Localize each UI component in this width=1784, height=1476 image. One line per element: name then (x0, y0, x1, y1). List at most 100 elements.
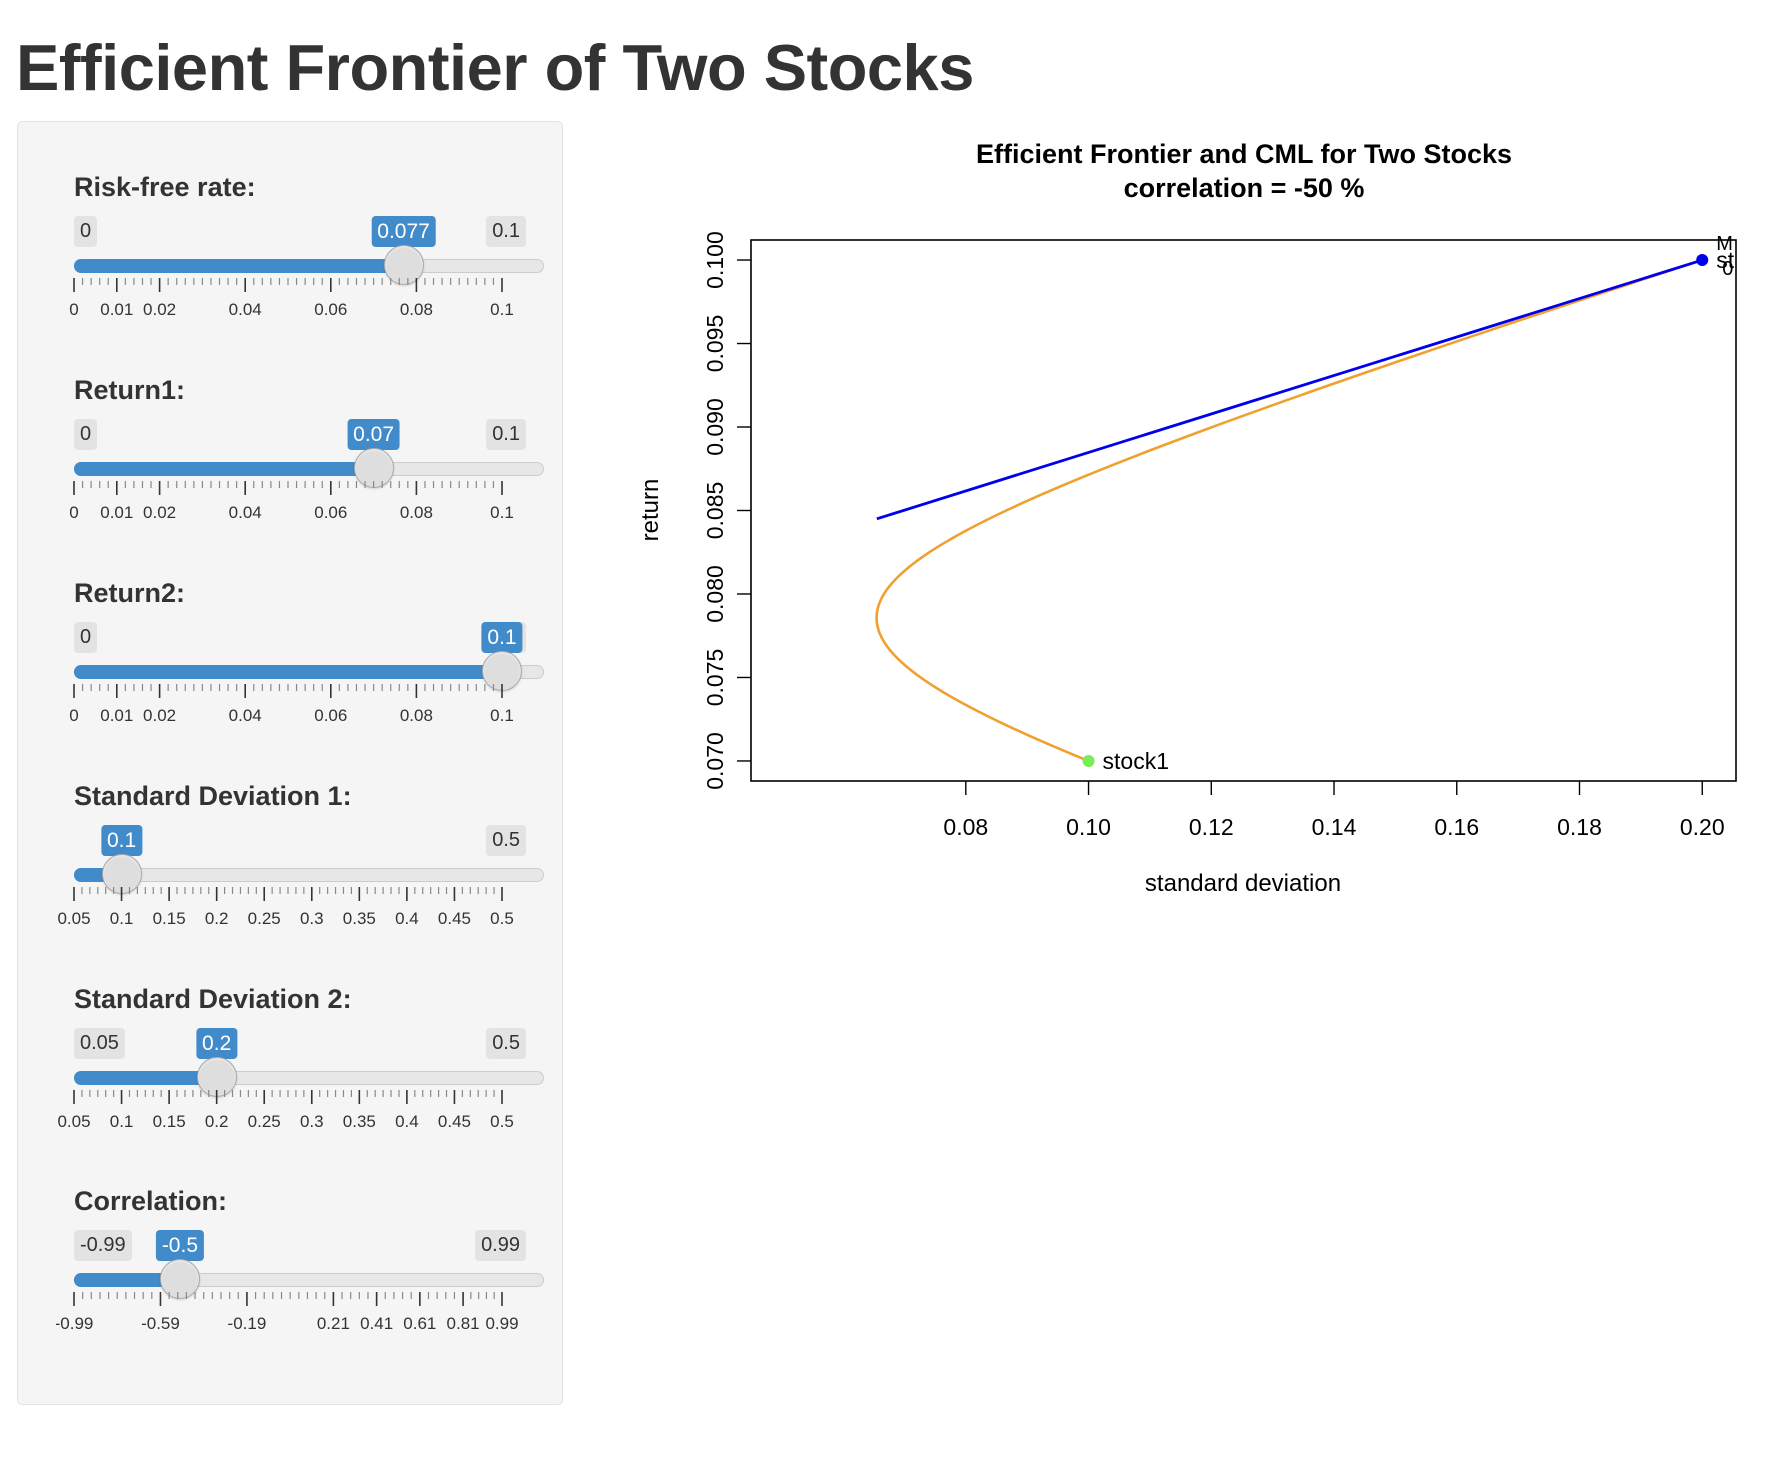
slider-tick-label: 0.02 (143, 503, 176, 522)
slider-tick-label: 0.05 (57, 909, 90, 928)
slider-value-badge: -0.5 (155, 1230, 204, 1261)
slider-min-label: 0 (74, 419, 98, 450)
slider-tick-label: 0.01 (100, 503, 133, 522)
y-tick-label: 0.095 (702, 315, 728, 373)
slider-tick-label: 0.2 (205, 909, 229, 928)
slider-tick-label: 0.1 (490, 300, 514, 319)
stock1-label: stock1 (1103, 748, 1169, 774)
slider-tick-label: 0.15 (153, 909, 186, 928)
clipped-label-m: M (1716, 233, 1733, 255)
y-tick-label: 0.085 (702, 482, 728, 540)
slider-tick-label: 0.08 (400, 706, 433, 725)
slider-tick-label: 0.02 (143, 706, 176, 725)
slider-grid: 0 0.01 0.02 0.04 0.06 0.08 0.1 (69, 684, 514, 725)
slider-tick-label: 0.25 (248, 909, 281, 928)
stock2-point (1696, 254, 1709, 267)
y-tick-label: 0.070 (702, 732, 728, 790)
slider-standard-deviation-1: Standard Deviation 1: 0.5 0.1 0.05 0.1 0.1… (56, 741, 544, 931)
slider-handle[interactable] (159, 1259, 200, 1299)
slider-tick-label: 0.04 (229, 706, 262, 725)
slider-fill (74, 1071, 217, 1085)
slider-label: Standard Deviation 2: (74, 984, 352, 1014)
slider-tick-label: 0.01 (100, 706, 133, 725)
y-tick-label: 0.090 (702, 398, 728, 456)
slider-return1: Return1: 0 0.1 0.07 0 0.01 0.02 0.04 0.06 0.0… (56, 335, 544, 525)
slider-tick-label: 0.15 (153, 1112, 186, 1131)
slider-standard-deviation-2: Standard Deviation 2: 0.05 0.5 0.2 0.05 0… (56, 944, 544, 1134)
slider-min-label: 0 (74, 216, 98, 247)
sidebar-panel: Risk-free rate: 0 0.1 0.077 0 0.01 0.02 0.0… (17, 121, 563, 1405)
slider-grid: -0.99 -0.59 -0.19 0.21 0.41 0.61 0.81 0.99 (56, 1292, 519, 1333)
slider-tick-label: 0.04 (229, 300, 262, 319)
slider-tick-label: 0.21 (317, 1314, 350, 1333)
slider-tick-label: 0.99 (485, 1314, 518, 1333)
slider-label: Correlation: (74, 1186, 228, 1216)
page-title: Efficient Frontier of Two Stocks (16, 31, 974, 104)
slider-tick-label: 0.2 (205, 1112, 229, 1131)
slider-fill (74, 665, 502, 679)
chart-title: Efficient Frontier and CML for Two Stock… (976, 139, 1512, 169)
slider-tick-label: 0.35 (343, 909, 376, 928)
slider-grid: 0.05 0.1 0.15 0.2 0.25 0.3 0.35 0.4 0.45 0.5 (57, 1090, 514, 1131)
slider-fill (74, 462, 374, 476)
series-layer (875, 258, 1703, 763)
slider-value-badge: 0.077 (371, 216, 436, 247)
slider-tick-label: 0 (69, 706, 78, 725)
x-tick-label: 0.08 (943, 814, 988, 840)
slider-max-label: 0.1 (486, 419, 526, 450)
y-axis: 0.070 0.075 0.080 0.085 0.090 0.095 0.100 (702, 231, 751, 790)
x-axis-label: standard deviation (1145, 870, 1341, 897)
slider-tick-label: 0.1 (490, 706, 514, 725)
slider-grid: 0.05 0.1 0.15 0.2 0.25 0.3 0.35 0.4 0.45 0.5 (57, 887, 514, 928)
slider-max-label: 0.5 (486, 825, 526, 856)
chart-subtitle: correlation = -50 % (1124, 173, 1365, 203)
slider-tick-label: 0.4 (395, 1112, 419, 1131)
frontier-line (875, 258, 1703, 763)
slider-tick-label: 0.4 (395, 909, 419, 928)
slider-handle[interactable] (482, 651, 522, 691)
slider-tick-label: 0.3 (300, 909, 324, 928)
slider-value-badge: 0.2 (196, 1028, 238, 1059)
stock1-point (1082, 754, 1095, 767)
slider-tick-label: 0.45 (438, 909, 471, 928)
slider-tick-label: 0.25 (248, 1112, 281, 1131)
cml-line (876, 258, 1703, 521)
slider-label: Return2: (74, 578, 186, 608)
slider-tick-label: 0 (69, 503, 78, 522)
slider-min-label: 0 (74, 622, 98, 653)
slider-grid: 0 0.01 0.02 0.04 0.06 0.08 0.1 (69, 278, 514, 319)
y-tick-label: 0.100 (702, 231, 728, 289)
frontier-chart: Efficient Frontier and CML for Two Stock… (637, 139, 1737, 897)
x-tick-label: 0.12 (1189, 814, 1234, 840)
slider-tick-label: 0.08 (400, 300, 433, 319)
y-axis-label: return (637, 479, 664, 542)
slider-tick-label: 0.06 (314, 300, 347, 319)
slider-tick-label: 0.61 (403, 1314, 436, 1333)
slider-tick-label: 0.04 (229, 503, 262, 522)
y-tick-label: 0.080 (702, 565, 728, 623)
slider-value-badge: 0.1 (481, 622, 523, 653)
slider-tick-label: -0.59 (141, 1314, 180, 1333)
slider-return2: Return2: 0 0.1 0.1 0 0.01 0.02 0.04 0.06 0.08… (56, 538, 544, 728)
x-tick-label: 0.20 (1680, 814, 1725, 840)
x-tick-label: 0.16 (1434, 814, 1479, 840)
slider-label: Return1: (74, 375, 186, 405)
slider-label: Standard Deviation 1: (74, 781, 352, 811)
slider-grid: 0 0.01 0.02 0.04 0.06 0.08 0.1 (69, 481, 514, 522)
slider-min-label: 0.05 (74, 1028, 125, 1059)
x-tick-label: 0.14 (1312, 814, 1357, 840)
slider-max-label: 0.5 (486, 1028, 526, 1059)
slider-tick-label: 0.5 (490, 909, 514, 928)
slider-fill (74, 1273, 180, 1287)
slider-correlation: Correlation: -0.99 0.99 -0.5 -0.99 -0.59-… (56, 1146, 544, 1336)
slider-tick-label: -0.19 (228, 1314, 267, 1333)
plot-output: Efficient Frontier and CML for Two Stock… (608, 130, 1784, 930)
slider-max-label: 0.99 (475, 1230, 526, 1261)
slider-tick-label: 0.08 (400, 503, 433, 522)
clipped-label-0: 0 (1722, 258, 1733, 280)
slider-tick-label: -0.99 (56, 1314, 93, 1333)
x-axis: 0.08 0.10 0.12 0.14 0.16 0.18 0.20 (943, 781, 1725, 840)
slider-risk-free-rate: Risk-free rate: 0 0.1 0.077 0 0.01 0.02 0.0… (56, 132, 544, 322)
slider-tick-label: 0.81 (447, 1314, 480, 1333)
slider-tick-label: 0.05 (57, 1112, 90, 1131)
